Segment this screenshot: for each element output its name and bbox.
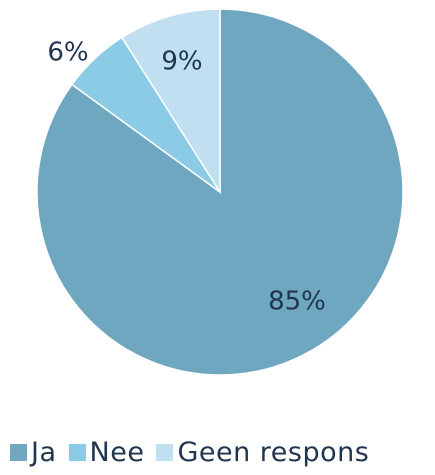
- legend-item-nee: Nee: [68, 437, 145, 468]
- data-label-nee: 6%: [47, 38, 88, 68]
- legend: Ja Nee Geen respons: [10, 437, 369, 468]
- legend-swatch-nee: [68, 444, 86, 461]
- pie-slice-geen-respons: [120, 8, 221, 195]
- pie-chart: 85% 6% 9%: [36, 8, 404, 376]
- legend-swatch-ja: [10, 444, 27, 461]
- legend-swatch-geen-respons: [156, 444, 174, 461]
- legend-item-ja: Ja: [10, 437, 57, 468]
- legend-label-geen-respons: Geen respons: [177, 437, 370, 468]
- legend-label-ja: Ja: [31, 437, 57, 468]
- legend-label-nee: Nee: [89, 437, 145, 468]
- data-label-ja: 85%: [268, 287, 326, 317]
- data-label-geen-respons: 9%: [161, 47, 202, 77]
- legend-item-geen-respons: Geen respons: [156, 437, 369, 468]
